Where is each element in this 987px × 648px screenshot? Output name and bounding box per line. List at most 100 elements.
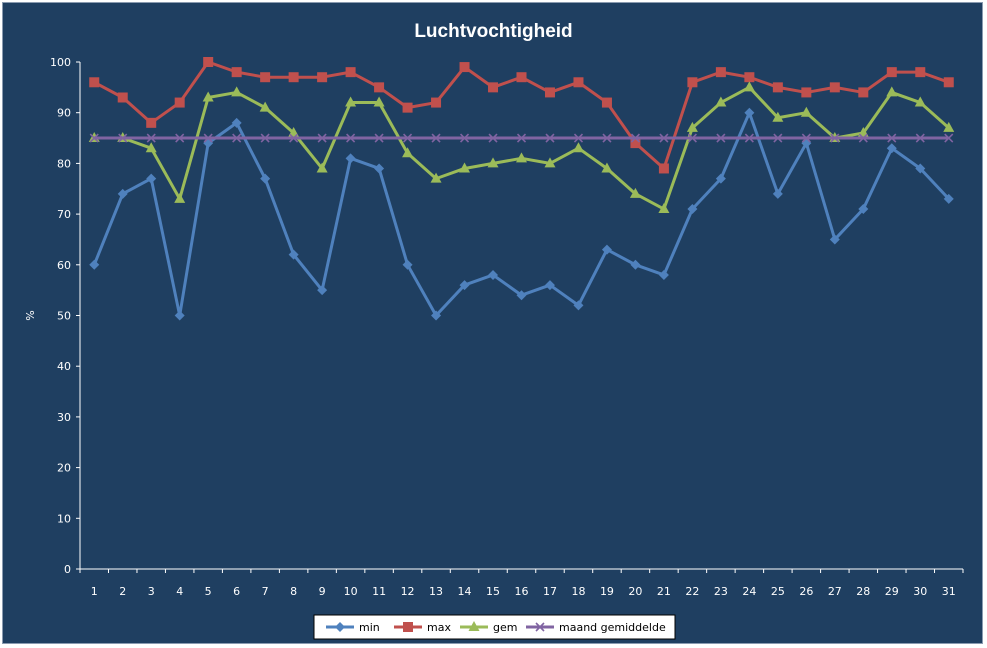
legend-marker-gem [468, 621, 480, 631]
data-point-min [374, 163, 385, 174]
data-point-gem [800, 106, 812, 117]
data-point-min [744, 107, 755, 118]
data-point-min [943, 193, 954, 204]
data-point-min [317, 285, 328, 296]
data-point-max [715, 67, 726, 78]
y-tick-label: 70 [57, 208, 71, 221]
data-point-min [402, 259, 413, 270]
y-tick-label: 40 [57, 360, 71, 373]
data-point-gem [345, 96, 357, 107]
data-point-gem [487, 157, 499, 168]
data-point-max [203, 57, 214, 67]
data-point-min [601, 244, 612, 255]
data-point-max [886, 67, 897, 78]
x-tick-label: 21 [657, 585, 671, 598]
data-point-maand-gemiddelde [744, 133, 754, 143]
data-point-max [772, 82, 783, 93]
data-point-min [772, 188, 783, 199]
data-point-max [601, 97, 612, 108]
data-point-maand-gemiddelde [431, 133, 441, 143]
data-point-min [431, 310, 442, 321]
x-tick-label: 23 [714, 585, 728, 598]
y-tick-label: 10 [57, 512, 71, 525]
x-tick-label: 31 [942, 585, 956, 598]
x-tick-label: 26 [799, 585, 813, 598]
y-tick-label: 0 [64, 563, 71, 576]
data-point-max [858, 87, 869, 98]
legend-marker-min [335, 622, 345, 632]
x-tick-label: 6 [233, 585, 240, 598]
series-line-min [92, 111, 950, 317]
data-point-max [89, 77, 100, 88]
x-tick-label: 1 [91, 585, 98, 598]
x-tick-label: 19 [600, 585, 614, 598]
x-tick-label: 13 [429, 585, 443, 598]
data-point-max [317, 72, 328, 83]
data-point-maand-gemiddelde [488, 133, 498, 143]
y-tick-label: 80 [57, 157, 71, 170]
data-point-max [943, 77, 954, 88]
data-point-min [231, 117, 242, 128]
data-point-min [260, 173, 271, 184]
data-point-max [915, 67, 926, 78]
y-tick-label: 100 [50, 56, 71, 69]
data-point-max [801, 87, 812, 98]
data-point-gem [886, 86, 898, 97]
data-point-gem [572, 142, 584, 153]
data-point-gem [914, 96, 926, 107]
data-point-min [544, 280, 555, 291]
data-point-max [829, 82, 840, 93]
x-tick-label: 2 [119, 585, 126, 598]
x-tick-label: 14 [458, 585, 472, 598]
legend-label-gem: gem [493, 621, 517, 634]
data-point-max [687, 77, 698, 88]
data-point-maand-gemiddelde [630, 133, 641, 143]
data-point-maand-gemiddelde [773, 133, 783, 143]
x-tick-label: 3 [148, 585, 155, 598]
legend-label-max: max [427, 621, 451, 634]
y-tick-label: 60 [57, 259, 71, 272]
data-point-min [658, 269, 669, 280]
data-point-maand-gemiddelde [232, 133, 242, 143]
data-point-max [459, 62, 470, 73]
data-point-min [488, 269, 499, 280]
x-tick-label: 8 [290, 585, 297, 598]
data-point-min [687, 204, 698, 215]
data-point-min [288, 249, 299, 260]
x-tick-label: 20 [628, 585, 642, 598]
data-point-min [89, 259, 100, 270]
data-point-maand-gemiddelde [830, 133, 840, 143]
x-tick-label: 10 [344, 585, 358, 598]
data-point-gem [743, 81, 755, 92]
data-point-gem [772, 111, 784, 122]
data-point-min [117, 188, 128, 199]
data-point-maand-gemiddelde [659, 133, 669, 143]
data-point-min [630, 259, 641, 270]
data-point-maand-gemiddelde [545, 133, 555, 143]
data-point-gem [516, 152, 527, 163]
x-tick-label: 17 [543, 585, 557, 598]
data-point-maand-gemiddelde [801, 133, 811, 143]
data-point-maand-gemiddelde [944, 133, 954, 143]
data-point-maand-gemiddelde [687, 133, 697, 143]
data-point-max [744, 72, 755, 83]
data-point-gem [202, 91, 214, 102]
x-tick-label: 27 [828, 585, 842, 598]
legend-marker-max [403, 622, 413, 632]
data-point-maand-gemiddelde [573, 133, 584, 143]
data-point-min [345, 153, 356, 164]
data-point-gem [231, 86, 243, 97]
y-tick-label: 20 [57, 462, 71, 475]
data-point-maand-gemiddelde [402, 133, 413, 143]
data-point-min [459, 280, 470, 291]
data-point-min [915, 163, 926, 174]
data-point-max [630, 138, 641, 149]
data-point-gem [943, 121, 955, 132]
data-point-maand-gemiddelde [260, 133, 270, 143]
data-point-max [488, 82, 499, 93]
data-point-min [858, 204, 869, 215]
data-point-gem [715, 96, 727, 107]
x-tick-label: 30 [913, 585, 927, 598]
data-point-maand-gemiddelde [89, 133, 99, 143]
data-point-max [544, 87, 555, 98]
